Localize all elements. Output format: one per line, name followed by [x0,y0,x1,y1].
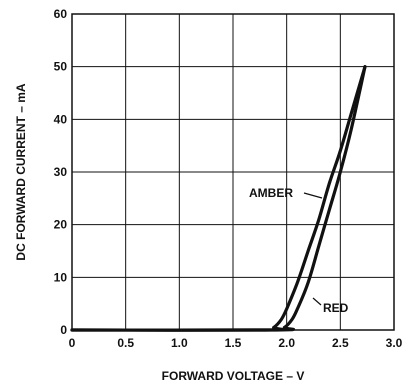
y-axis-title: DC FORWARD CURRENT – mA [14,83,28,260]
grid [72,14,394,330]
x-tick-label: 0.5 [117,336,134,350]
x-tick-labels: 0 0.5 1.0 1.5 2.0 2.5 3.0 [69,336,403,350]
y-tick-label: 20 [54,218,68,232]
x-tick-label: 2.5 [332,336,349,350]
series-label-amber: AMBER [249,186,293,200]
y-tick-label: 40 [54,112,68,126]
series-line-amber [70,65,367,332]
x-tick-label: 3.0 [386,336,403,350]
series-annotations: AMBER RED [249,186,349,315]
x-tick-label: 0 [69,336,76,350]
x-tick-label: 2.0 [278,336,295,350]
annotation-leader [303,192,323,199]
annotation-leader [312,297,322,306]
series-label-red: RED [323,301,349,315]
x-tick-label: 1.5 [225,336,242,350]
y-tick-label: 10 [54,270,68,284]
y-tick-label: 0 [60,323,67,337]
y-tick-label: 50 [54,60,68,74]
x-axis-title: FORWARD VOLTAGE – V [162,369,305,383]
series-line-red [70,65,367,332]
series-lines [70,65,367,332]
y-tick-labels: 0 10 20 30 40 50 60 [54,7,68,337]
x-tick-label: 1.0 [171,336,188,350]
y-tick-label: 60 [54,7,68,21]
y-tick-label: 30 [54,165,68,179]
